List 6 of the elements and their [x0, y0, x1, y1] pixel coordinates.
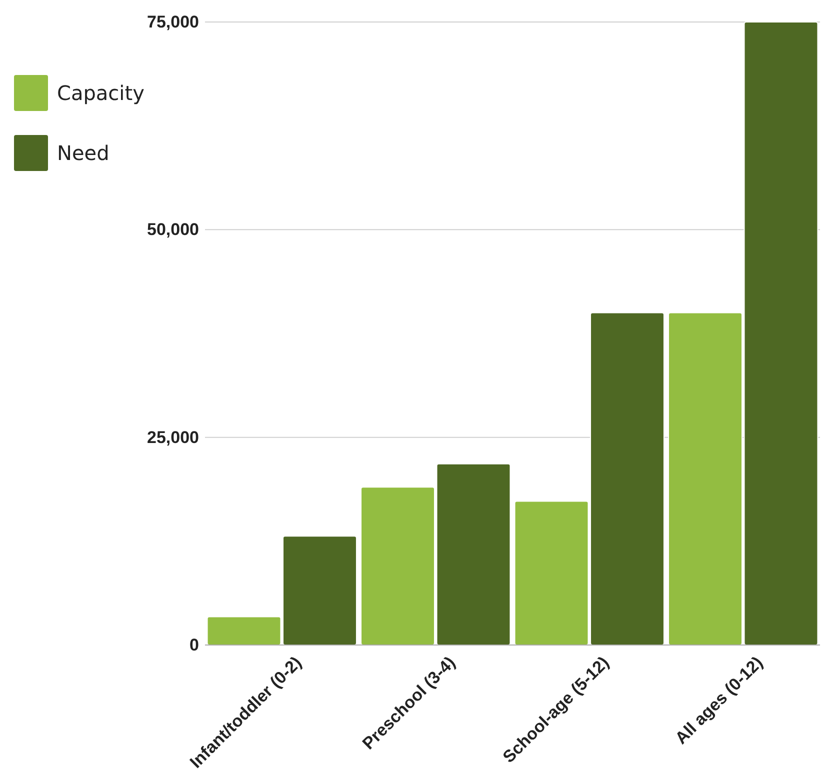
- legend-label: Capacity: [57, 81, 145, 105]
- y-tick-label: 75,000: [147, 12, 199, 32]
- y-tick-label: 25,000: [147, 428, 199, 447]
- y-tick-label: 0: [190, 635, 199, 654]
- legend-label: Need: [57, 141, 110, 165]
- y-tick-label: 50,000: [147, 220, 199, 240]
